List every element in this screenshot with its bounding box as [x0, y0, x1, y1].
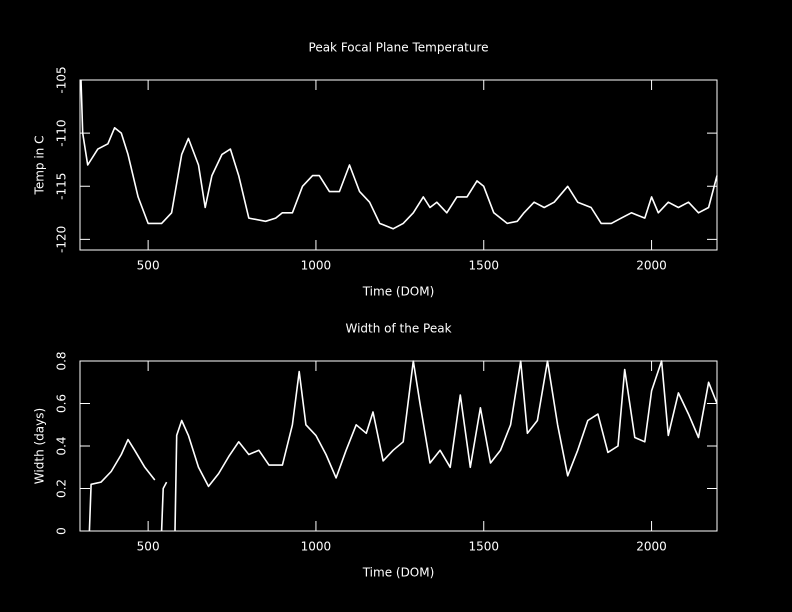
y-tick-label: -120 [55, 226, 69, 253]
y-tick-label: 0.6 [55, 394, 69, 413]
x-tick-label: 500 [137, 540, 160, 554]
x-tick-label: 2000 [636, 259, 667, 273]
y-tick-label: -115 [55, 173, 69, 200]
x-tick-label: 1500 [468, 540, 499, 554]
x-tick-label: 1000 [301, 259, 332, 273]
x-tick-label: 500 [137, 259, 160, 273]
plot-frame [79, 79, 718, 251]
data-line [88, 360, 718, 532]
y-tick-label: 0 [55, 527, 69, 535]
y-tick-label: 0.4 [55, 436, 69, 455]
y-tick-label: -110 [55, 120, 69, 147]
y-axis-label: Temp in C [33, 136, 47, 196]
x-tick-label: 1000 [301, 540, 332, 554]
x-tick-label: 2000 [636, 540, 667, 554]
x-tick-label: 1500 [468, 259, 499, 273]
y-axis-label: Width (days) [33, 408, 47, 484]
y-tick-label: 0.8 [55, 351, 69, 370]
y-tick-label: 0.2 [55, 479, 69, 498]
chart-title: Peak Focal Plane Temperature [309, 41, 489, 55]
chart-title: Width of the Peak [345, 322, 451, 336]
y-tick-label: -105 [55, 66, 69, 93]
x-axis-label: Time (DOM) [362, 285, 435, 299]
data-line [80, 79, 718, 230]
x-axis-label: Time (DOM) [362, 566, 435, 580]
